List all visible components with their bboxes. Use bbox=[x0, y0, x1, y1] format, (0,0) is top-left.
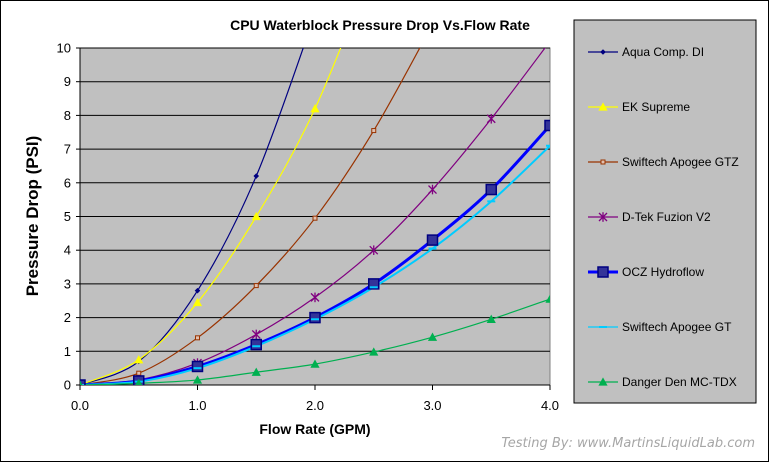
y-tick-label: 3 bbox=[64, 276, 71, 291]
legend-label: Swiftech Apogee GTZ bbox=[622, 155, 739, 169]
data-point-4-0 bbox=[80, 379, 86, 385]
y-tick-label: 2 bbox=[64, 310, 71, 325]
legend-marker bbox=[598, 102, 608, 111]
data-point-4-5 bbox=[368, 278, 380, 290]
y-tick-label: 9 bbox=[64, 74, 71, 89]
data-point-4-2 bbox=[191, 360, 204, 373]
series-line-0 bbox=[80, 48, 304, 385]
x-tick-label: 3.0 bbox=[423, 398, 441, 413]
data-point-6-4 bbox=[310, 359, 320, 368]
x-tick-label: 2.0 bbox=[306, 398, 324, 413]
legend bbox=[573, 19, 757, 404]
data-point-1-4 bbox=[310, 104, 320, 113]
data-point-1-1 bbox=[134, 355, 144, 364]
chart-title: CPU Waterblock Pressure Drop Vs.Flow Rat… bbox=[230, 17, 530, 33]
data-point-3-5 bbox=[369, 245, 379, 255]
legend-marker bbox=[598, 212, 608, 222]
data-point-4-6 bbox=[426, 234, 439, 246]
legend-label: EK Supreme bbox=[622, 100, 690, 114]
legend-item-5: Swiftech Apogee GT bbox=[588, 320, 732, 334]
legend-label: Danger Den MC-TDX bbox=[622, 375, 737, 389]
data-point-4-4 bbox=[309, 311, 321, 324]
legend-label: OCZ Hydroflow bbox=[622, 265, 704, 279]
legend-marker bbox=[598, 377, 608, 386]
markers-group bbox=[80, 36, 554, 385]
y-tick-label: 7 bbox=[64, 142, 71, 157]
y-tick-label: 8 bbox=[64, 108, 71, 123]
data-point-4-7 bbox=[485, 183, 497, 196]
y-tick-label: 0 bbox=[64, 378, 71, 393]
legend-marker bbox=[600, 159, 606, 165]
data-point-0-2 bbox=[194, 287, 201, 294]
y-tick-label: 6 bbox=[64, 175, 71, 190]
data-point-4-8 bbox=[544, 119, 550, 132]
data-point-2-1 bbox=[136, 370, 142, 376]
y-tick-label: 1 bbox=[64, 344, 71, 359]
x-tick-label: 1.0 bbox=[188, 398, 206, 413]
legend-label: D-Tek Fuzion V2 bbox=[622, 210, 711, 224]
legend-item-2: Swiftech Apogee GTZ bbox=[588, 155, 739, 169]
axes bbox=[76, 47, 551, 390]
data-point-2-4 bbox=[312, 215, 318, 221]
x-tick-label: 0.0 bbox=[71, 398, 89, 413]
data-point-3-6 bbox=[428, 184, 437, 195]
x-tick-labels: 0.0 1.0 2.0 3.0 4.0 bbox=[71, 398, 559, 413]
y-tick-label: 4 bbox=[64, 243, 71, 258]
data-point-3-4 bbox=[310, 292, 320, 303]
data-point-6-1 bbox=[135, 378, 143, 385]
x-tick-label: 4.0 bbox=[541, 398, 559, 413]
data-point-3-8 bbox=[546, 36, 554, 46]
data-point-3-3 bbox=[251, 329, 261, 340]
data-point-6-5 bbox=[369, 347, 379, 356]
data-point-2-3 bbox=[253, 283, 259, 289]
y-tick-labels: 0 1 2 3 4 5 6 7 8 9 10 bbox=[57, 41, 71, 393]
data-point-6-6 bbox=[427, 332, 438, 341]
data-point-2-5 bbox=[371, 128, 377, 134]
data-point-6-2 bbox=[192, 375, 203, 384]
data-point-3-7 bbox=[486, 113, 496, 124]
series-line-4 bbox=[80, 124, 550, 385]
data-point-0-3 bbox=[253, 173, 260, 179]
data-point-2-2 bbox=[195, 335, 200, 341]
legend-marker bbox=[600, 49, 606, 55]
data-point-1-2 bbox=[192, 297, 203, 307]
data-point-6-0 bbox=[80, 380, 83, 385]
series-line-3 bbox=[80, 48, 546, 385]
data-point-4-3 bbox=[250, 338, 262, 351]
legend-item-6: Danger Den MC-TDX bbox=[588, 375, 737, 389]
legend-item-0: Aqua Comp. DI bbox=[588, 45, 704, 59]
data-point-6-3 bbox=[251, 367, 261, 376]
legend-items: Aqua Comp. DI EK Supreme Swiftech Apogee G… bbox=[588, 45, 739, 389]
x-axis-label: Flow Rate (GPM) bbox=[259, 421, 370, 437]
series-line-2 bbox=[80, 48, 421, 385]
y-tick-label: 5 bbox=[64, 209, 71, 224]
y-tick-label: 10 bbox=[57, 41, 71, 56]
data-point-6-8 bbox=[545, 294, 550, 303]
legend-label: Aqua Comp. DI bbox=[622, 45, 704, 59]
y-axis-label: Pressure Drop (PSI) bbox=[23, 136, 42, 297]
data-point-6-7 bbox=[486, 314, 496, 323]
watermark: Testing By: www.MartinsLiquidLab.com bbox=[501, 436, 755, 451]
legend-item-1: EK Supreme bbox=[588, 100, 690, 114]
legend-item-4: OCZ Hydroflow bbox=[588, 265, 704, 279]
legend-label: Swiftech Apogee GT bbox=[622, 320, 732, 334]
legend-item-3: D-Tek Fuzion V2 bbox=[588, 210, 711, 224]
legend-marker bbox=[597, 266, 609, 278]
data-point-1-3 bbox=[251, 211, 261, 221]
